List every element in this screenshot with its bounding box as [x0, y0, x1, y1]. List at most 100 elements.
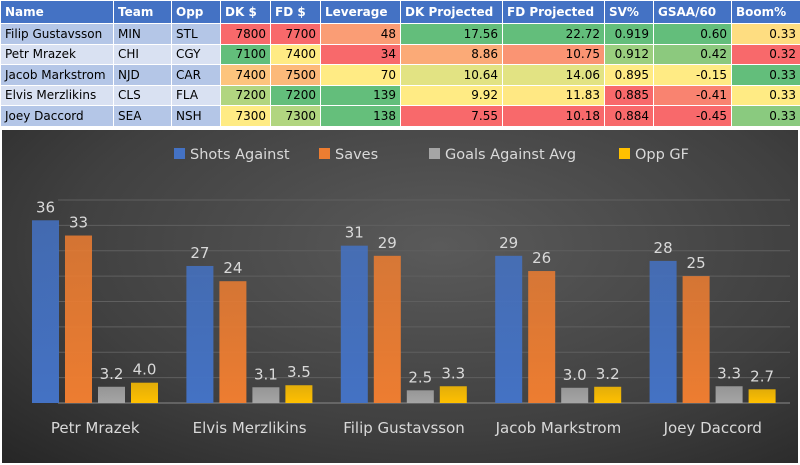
bar-saves	[65, 235, 92, 403]
table-cell: 34	[320, 43, 401, 65]
data-label: 2.5	[408, 368, 432, 386]
legend-swatch	[319, 148, 330, 159]
table-cell: NJD	[113, 64, 172, 86]
data-label: 4.0	[133, 361, 157, 379]
data-label: 28	[654, 239, 673, 257]
bar-shots-against	[32, 220, 59, 403]
bar-shots-against	[495, 255, 523, 403]
column-header: DK Projected	[400, 0, 503, 24]
table-cell: -0.15	[653, 64, 732, 86]
table-cell: 7100	[220, 43, 271, 65]
table-cell: 0.33	[731, 64, 800, 86]
table-cell: Petr Mrazek	[0, 43, 114, 65]
table-cell: 0.884	[604, 105, 654, 127]
table-cell: Jacob Markstrom	[0, 64, 114, 86]
column-header: Leverage	[320, 0, 401, 24]
table-cell: 7300	[270, 105, 321, 127]
table-cell: Elvis Merzlikins	[0, 84, 114, 106]
table-cell: 0.912	[604, 43, 654, 65]
legend-label: Goals Against Avg	[445, 147, 576, 163]
category-label: Elvis Merzlikins	[193, 419, 307, 437]
data-label: 27	[190, 244, 209, 262]
data-label: 3.0	[563, 366, 587, 384]
table-cell: STL	[171, 23, 221, 45]
table-cell: 0.895	[604, 64, 654, 86]
data-label: 33	[69, 214, 88, 232]
table-cell: 139	[320, 84, 401, 106]
column-header: FD Projected	[502, 0, 605, 24]
category-label: Filip Gustavsson	[343, 419, 465, 437]
table-row: Filip Gustavsson MIN STL 7800 7700 48 17.56 22.…	[0, 23, 800, 45]
data-label: 31	[345, 224, 364, 242]
column-header: DK $	[220, 0, 271, 24]
table-cell: 22.72	[502, 23, 605, 45]
table-row: Joey Daccord SEA NSH 7300 7300 138 7.55 10.18 0.…	[0, 105, 800, 127]
table-cell: SEA	[113, 105, 172, 127]
table-cell: 7.55	[400, 105, 503, 127]
bar-goals-against-avg	[715, 386, 743, 403]
data-label: 29	[499, 234, 518, 252]
data-label: 26	[532, 249, 551, 267]
bar-shots-against	[340, 245, 368, 403]
bar-opp-gf	[285, 385, 313, 403]
table-cell: Joey Daccord	[0, 105, 114, 127]
category-label: Joey Daccord	[663, 419, 762, 437]
table-cell: 11.83	[502, 84, 605, 106]
column-header: Team	[113, 0, 172, 24]
table-cell: 9.92	[400, 84, 503, 106]
bar-goals-against-avg	[561, 387, 589, 403]
bar-saves	[373, 255, 401, 403]
bar-saves	[528, 271, 556, 403]
table-cell: 17.56	[400, 23, 503, 45]
table-row: Jacob Markstrom NJD CAR 7400 7500 70 10.64 14.0…	[0, 64, 800, 86]
data-label: 3.2	[596, 365, 620, 383]
bar-opp-gf	[594, 386, 622, 403]
table-row: Petr Mrazek CHI CGY 7100 7400 34 8.86 10.75 0.91…	[0, 43, 800, 65]
table-cell: 0.60	[653, 23, 732, 45]
table-cell: 7200	[220, 84, 271, 106]
table-cell: 14.06	[502, 64, 605, 86]
column-header: Opp	[171, 0, 221, 24]
bar-goals-against-avg	[98, 386, 125, 403]
column-header: Boom%	[731, 0, 800, 24]
table-cell: CGY	[171, 43, 221, 65]
data-label: 25	[687, 254, 706, 272]
table-cell: 10.18	[502, 105, 605, 127]
data-label: 2.7	[750, 367, 774, 385]
legend-label: Saves	[335, 147, 378, 163]
table-cell: 10.75	[502, 43, 605, 65]
table-cell: 7500	[270, 64, 321, 86]
table-row: Elvis Merzlikins CLS FLA 7200 7200 139 9.92 11.…	[0, 84, 800, 106]
column-header: Name	[0, 0, 114, 24]
table-cell: 0.42	[653, 43, 732, 65]
bar-opp-gf	[748, 389, 776, 403]
table-cell: 0.33	[731, 84, 800, 106]
bar-opp-gf	[439, 386, 467, 403]
table-cell: NSH	[171, 105, 221, 127]
table-cell: 7400	[270, 43, 321, 65]
table-cell: 0.33	[731, 23, 800, 45]
data-label: 3.3	[717, 364, 741, 382]
table-cell: -0.41	[653, 84, 732, 106]
data-label: 36	[36, 198, 55, 216]
bar-shots-against	[186, 265, 214, 403]
table-cell: 10.64	[400, 64, 503, 86]
data-label: 3.5	[287, 363, 311, 381]
bar-chart: 36 33 3.2 4.0 Petr Mrazek 27 24 3.1 3.5 Elvis Mer…	[2, 130, 798, 463]
data-label: 3.1	[254, 365, 278, 383]
column-header: SV%	[604, 0, 654, 24]
table-cell: 7200	[270, 84, 321, 106]
legend-swatch	[619, 148, 630, 159]
legend-label: Opp GF	[635, 147, 689, 163]
bar-saves	[219, 281, 247, 403]
data-label: 3.3	[441, 364, 465, 382]
table-cell: 7700	[270, 23, 321, 45]
bar-goals-against-avg	[252, 387, 280, 403]
category-label: Jacob Markstrom	[495, 419, 622, 437]
table-cell: MIN	[113, 23, 172, 45]
legend-label: Shots Against	[190, 147, 290, 163]
table-cell: 138	[320, 105, 401, 127]
table-cell: CAR	[171, 64, 221, 86]
table-cell: Filip Gustavsson	[0, 23, 114, 45]
table-cell: 7300	[220, 105, 271, 127]
